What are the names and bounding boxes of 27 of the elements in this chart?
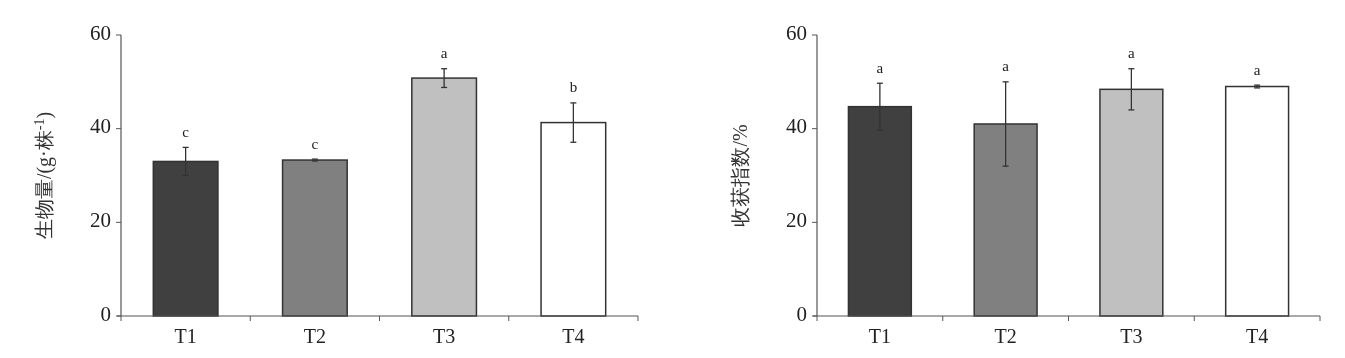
annotation: c <box>311 135 319 152</box>
x-tick-label: T2 <box>303 324 326 347</box>
y-tick-label: 0 <box>100 301 111 326</box>
x-tick-label: T3 <box>433 324 456 347</box>
y-tick-label: 20 <box>90 208 111 233</box>
x-tick-label: T3 <box>1120 324 1143 347</box>
y-axis-title: 收获指数/% <box>729 124 751 227</box>
y-tick-label: 40 <box>786 114 807 139</box>
annotation: a <box>1002 58 1010 75</box>
annotation: a <box>440 45 448 62</box>
x-tick-label: T2 <box>994 324 1017 347</box>
bar <box>1224 85 1290 317</box>
y-tick-label: 60 <box>90 20 111 45</box>
x-tick-label: T4 <box>1246 324 1269 347</box>
y-tick-label: 60 <box>786 20 807 45</box>
x-tick-label: T4 <box>562 324 585 347</box>
bar <box>281 159 348 317</box>
y-tick-label: 20 <box>786 208 807 233</box>
y-tick-label: 0 <box>796 301 807 326</box>
annotation: a <box>876 59 884 76</box>
annotation: b <box>569 79 578 96</box>
annotation: a <box>1253 61 1261 78</box>
x-tick-label: T1 <box>868 324 891 347</box>
annotation: c <box>182 123 190 140</box>
y-tick-label: 40 <box>90 114 111 139</box>
x-tick-label: T1 <box>174 324 197 347</box>
annotation: a <box>1128 45 1136 62</box>
